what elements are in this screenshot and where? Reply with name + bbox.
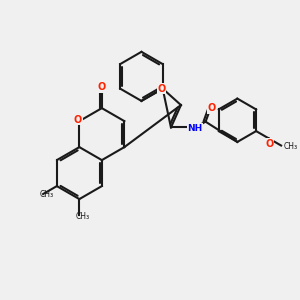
Text: CH₃: CH₃ [76, 212, 90, 221]
Text: CH₃: CH₃ [284, 142, 298, 152]
Text: O: O [157, 84, 165, 94]
Text: CH₃: CH₃ [40, 190, 54, 199]
Text: O: O [207, 103, 216, 113]
Text: O: O [98, 82, 106, 92]
Text: O: O [74, 115, 82, 125]
Text: O: O [265, 139, 273, 149]
Text: NH: NH [188, 124, 203, 133]
